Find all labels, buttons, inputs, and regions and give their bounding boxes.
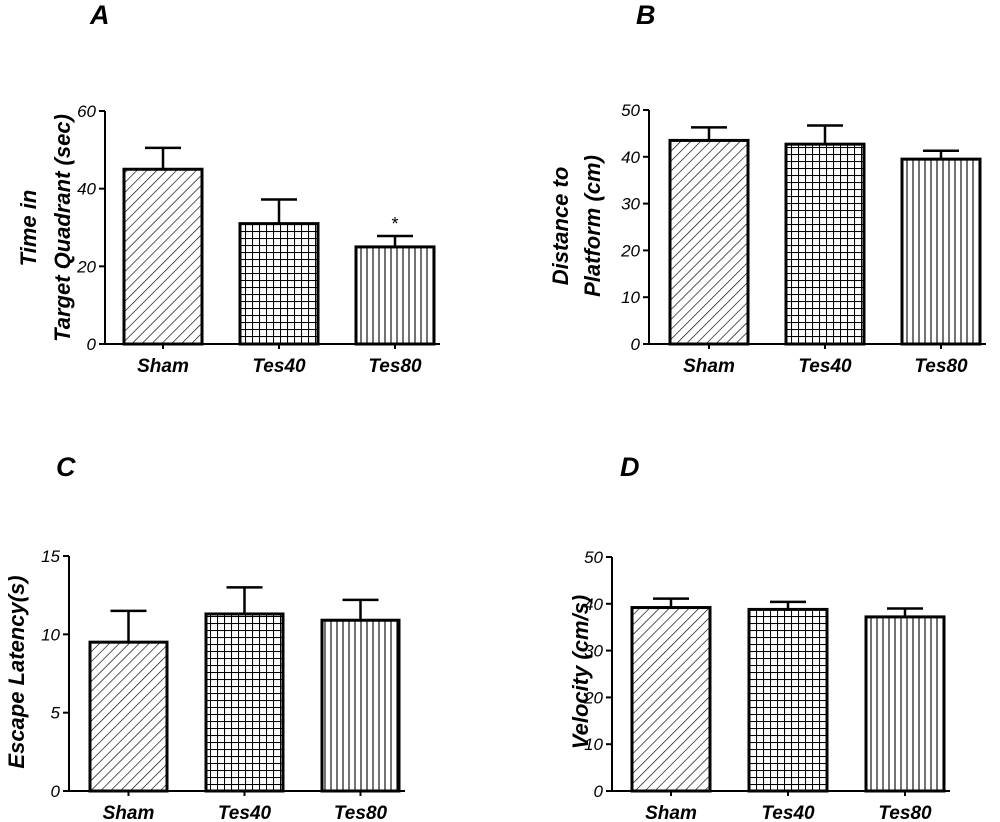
category-label: Sham [103,803,155,822]
y-tick-label: 10 [41,625,60,644]
panel-letter: A [89,0,110,30]
y-tick-label: 20 [583,688,603,707]
category-label: Tes40 [252,356,306,377]
bar-tes40 [238,222,320,346]
panels-root: A Time in Target Quadrant (sec) Sham Tes40 * T… [4,0,986,822]
y-axis-title: Target Quadrant (sec) [50,114,75,342]
y-tick-label: 40 [77,180,96,199]
y-tick-label: 5 [51,704,61,723]
significance-marker: * [391,214,398,234]
error-bar [923,149,959,160]
error-bar [145,146,181,170]
category-label: Tes40 [798,356,852,377]
panel-letter: D [620,452,640,482]
bar-tes80 [900,157,982,346]
error-bar [807,124,843,145]
error-bar [887,607,923,617]
bar-tes40 [204,612,285,793]
panel-letter: C [56,452,76,482]
y-tick-label: 50 [621,101,640,120]
error-bar [110,609,147,643]
y-tick-label: 0 [594,782,604,801]
error-bar [342,598,379,621]
category-label: Sham [137,356,189,377]
bar-tes80 [354,245,436,346]
bar-tes40 [784,142,866,346]
bar-sham [122,167,204,346]
category-label: Tes80 [878,803,932,822]
y-axis-title: Platform (cm) [580,155,605,297]
error-bar [261,198,297,224]
error-bar [226,586,263,614]
y-tick-label: 0 [631,335,641,354]
error-bar [653,597,689,608]
bar-tes40 [747,607,829,793]
y-tick-label: 0 [51,782,61,801]
chart-panel-b: B Distance to Platform (cm) Sham Tes40 Tes80 0… [548,0,986,377]
chart-panel-c: C Escape Latency(s) Sham Tes40 Tes80 0 5 10 15 [4,452,405,822]
y-axis-title: Time in [16,190,41,267]
error-bar [691,126,727,141]
category-label: Sham [683,356,735,377]
y-tick-label: 60 [77,102,96,121]
y-tick-label: 15 [41,547,60,566]
y-tick-label: 20 [620,241,640,260]
category-label: Tes80 [334,803,388,822]
category-label: Tes80 [368,356,422,377]
y-tick-label: 10 [584,735,603,754]
category-label: Tes40 [218,803,272,822]
y-tick-label: 10 [621,288,640,307]
y-tick-label: 20 [76,257,96,276]
panel-letter: B [636,0,656,30]
y-tick-label: 50 [584,548,603,567]
chart-panel-d: D Velocity (cm/s) Sham Tes40 Tes80 0 10 20 30 40 5… [568,452,950,822]
y-axis-title: Escape Latency(s) [4,575,29,768]
error-bar [377,234,413,247]
bar-sham [668,138,750,346]
bar-sham [88,640,169,793]
y-tick-label: 30 [584,642,603,661]
category-label: Sham [645,803,697,822]
bar-tes80 [320,618,401,793]
bar-tes80 [864,615,946,793]
error-bar [770,600,806,610]
y-tick-label: 0 [87,335,97,354]
bar-sham [630,606,712,793]
category-label: Tes40 [761,803,815,822]
y-axis-title: Distance to [548,167,573,286]
y-tick-label: 40 [621,148,640,167]
y-axis-title: Velocity (cm/s) [568,595,593,749]
chart-panel-a: A Time in Target Quadrant (sec) Sham Tes40 * T… [16,0,440,377]
y-tick-label: 30 [621,195,640,214]
y-tick-label: 40 [584,595,603,614]
category-label: Tes80 [914,356,968,377]
